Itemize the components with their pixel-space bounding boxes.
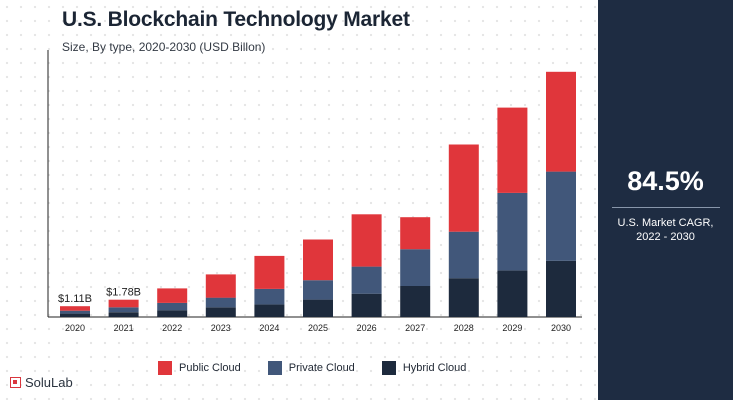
bar-private-cloud-2020 [60,310,90,314]
chart-title: U.S. Blockchain Technology Market [62,8,410,31]
bar-private-cloud-2023 [205,297,236,308]
bar-public-cloud-2029 [497,107,528,193]
solulab-logo-icon [10,377,21,388]
bar-private-cloud-2030 [546,171,576,261]
bar-public-cloud-2020 [60,306,90,311]
cagr-value: 84.5% [627,166,704,196]
x-tick-label-2024: 2024 [259,323,279,333]
bar-private-cloud-2028 [448,231,479,279]
cagr-label-line1: U.S. Market CAGR, [617,217,714,229]
bar-hybrid-cloud-2029 [497,270,528,317]
bar-hybrid-cloud-2030 [546,260,576,317]
x-tick-label-2029: 2029 [502,323,522,333]
bar-hybrid-cloud-2023 [205,307,236,317]
legend-label-hybrid-cloud: Hybrid Cloud [402,362,467,374]
bar-private-cloud-2025 [303,280,333,300]
x-tick-label-2030: 2030 [551,323,571,333]
legend-item-hybrid-cloud: Hybrid Cloud [381,361,467,375]
bar-hybrid-cloud-2026 [351,293,382,317]
legend-swatch-private-cloud [267,361,282,375]
bar-public-cloud-2023 [205,274,236,298]
bar-public-cloud-2024 [254,255,285,289]
bar-public-cloud-2030 [546,71,576,172]
stacked-bar-chart: 2020 $1.11B 2021 $1.78B 2022 2023 2024 2025 2026… [47,50,582,333]
legend-label-private-cloud: Private Cloud [288,362,355,374]
chart-area: U.S. Blockchain Technology Market Size, … [0,0,598,400]
chart-legend: Public Cloud Private Cloud Hybrid Cloud [158,361,466,375]
bar-private-cloud-2029 [497,192,528,271]
cagr-label: U.S. Market CAGR, 2022 - 2030 [598,216,733,244]
data-label-2020: $1.11B [58,293,92,305]
x-tick-label-2028: 2028 [454,323,474,333]
x-tick-label-2021: 2021 [114,323,134,333]
solulab-logo: SoluLab [10,375,73,390]
bar-private-cloud-2026 [351,266,382,294]
x-tick-label-2023: 2023 [211,323,231,333]
bar-hybrid-cloud-2020 [60,313,90,317]
bar-private-cloud-2021 [108,307,139,313]
bar-public-cloud-2027 [400,217,431,250]
bar-public-cloud-2028 [448,144,479,232]
bar-hybrid-cloud-2027 [400,286,431,317]
bar-private-cloud-2022 [157,302,188,311]
x-tick-label-2026: 2026 [357,323,377,333]
bar-hybrid-cloud-2025 [303,299,333,317]
bar-public-cloud-2026 [351,214,382,267]
bar-public-cloud-2025 [303,239,333,281]
cagr-divider [612,207,720,208]
cagr-label-line2: 2022 - 2030 [636,231,695,243]
legend-swatch-hybrid-cloud [381,361,396,375]
x-tick-label-2025: 2025 [308,323,328,333]
bar-private-cloud-2027 [400,249,431,286]
bar-hybrid-cloud-2022 [157,310,188,317]
legend-label-public-cloud: Public Cloud [179,362,241,374]
legend-item-private-cloud: Private Cloud [267,361,355,375]
legend-swatch-public-cloud [158,361,172,375]
bar-hybrid-cloud-2028 [448,278,479,317]
x-tick-label-2022: 2022 [162,323,182,333]
bar-public-cloud-2022 [157,288,188,303]
logo-text: SoluLab [25,375,73,390]
bar-hybrid-cloud-2021 [108,312,139,317]
x-tick-label-2027: 2027 [405,323,425,333]
bar-hybrid-cloud-2024 [254,304,285,317]
cagr-panel: 84.5% U.S. Market CAGR, 2022 - 2030 [598,0,733,400]
bar-private-cloud-2024 [254,288,285,305]
data-label-2021: $1.78B [106,287,141,299]
chart-subtitle: Size, By type, 2020-2030 (USD Billon) [62,40,266,54]
bar-public-cloud-2021 [108,299,139,308]
legend-item-public-cloud: Public Cloud [158,361,241,375]
x-tick-label-2020: 2020 [65,323,85,333]
